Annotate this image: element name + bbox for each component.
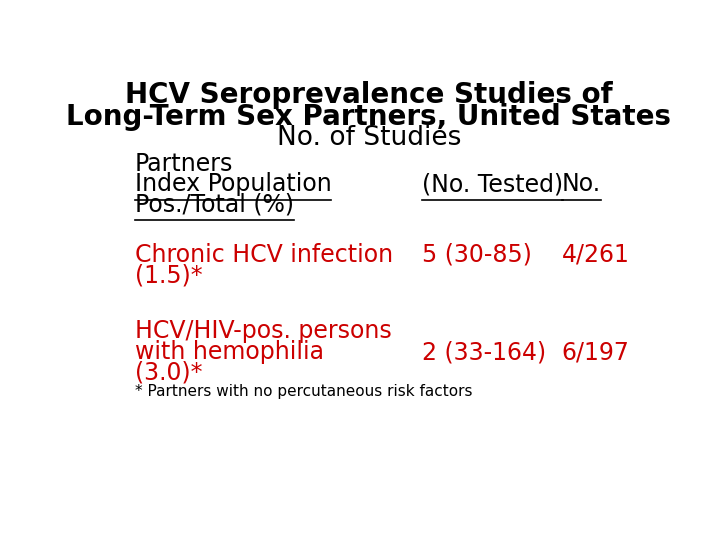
Text: 6/197: 6/197 xyxy=(562,340,629,364)
Text: 2 (33-164): 2 (33-164) xyxy=(422,340,546,364)
Text: Pos./Total (%): Pos./Total (%) xyxy=(135,192,294,216)
Text: Partners: Partners xyxy=(135,152,233,176)
Text: (1.5)*: (1.5)* xyxy=(135,264,202,288)
Text: No.: No. xyxy=(562,172,600,196)
Text: (No. Tested): (No. Tested) xyxy=(422,172,563,196)
Text: HCV Seroprevalence Studies of: HCV Seroprevalence Studies of xyxy=(125,82,613,110)
Text: Chronic HCV infection: Chronic HCV infection xyxy=(135,243,393,267)
Text: CDC: CDC xyxy=(587,485,670,518)
Text: 5 (30-85): 5 (30-85) xyxy=(422,243,532,267)
Text: Long-Term Sex Partners, United States: Long-Term Sex Partners, United States xyxy=(66,103,672,131)
Text: Index Population: Index Population xyxy=(135,172,331,196)
Text: HCV/HIV-pos. persons: HCV/HIV-pos. persons xyxy=(135,319,392,343)
Text: * Partners with no percutaneous risk factors: * Partners with no percutaneous risk fac… xyxy=(135,384,472,399)
Text: No. of Studies: No. of Studies xyxy=(276,125,462,151)
Text: (3.0)*: (3.0)* xyxy=(135,361,202,385)
Text: with hemophilia: with hemophilia xyxy=(135,340,324,364)
Text: 4/261: 4/261 xyxy=(562,243,629,267)
